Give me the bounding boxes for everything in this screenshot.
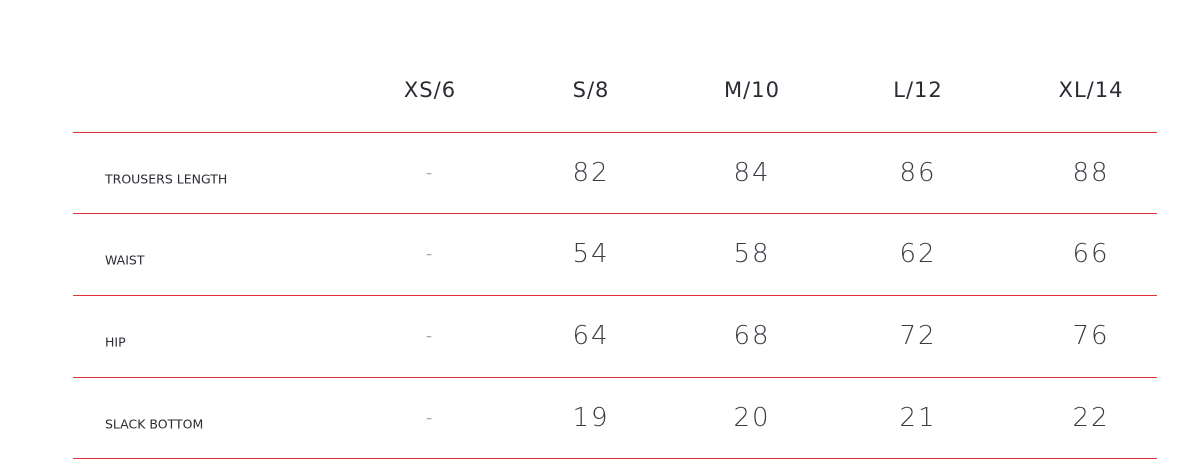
measurement-cell: 22 <box>1072 402 1110 433</box>
row-label: HIP <box>105 334 126 350</box>
measurement-cell: 84 <box>733 157 771 188</box>
measurement-cell: 62 <box>899 239 937 269</box>
column-header: XL/14 <box>1058 78 1124 102</box>
row-divider <box>73 132 1157 133</box>
measurement-cell: 58 <box>733 239 771 269</box>
measurement-cell: 54 <box>572 239 610 269</box>
measurement-cell: 64 <box>572 321 610 351</box>
row-divider <box>73 458 1157 459</box>
measurement-cell: 72 <box>899 321 937 351</box>
column-header: XS/6 <box>403 78 457 102</box>
measurement-cell: 86 <box>899 157 937 188</box>
row-label: SLACK BOTTOM <box>105 416 204 431</box>
measurement-cell: - <box>425 243 435 265</box>
measurement-cell: 66 <box>1072 239 1110 269</box>
row-divider <box>73 213 1157 214</box>
row-label: WAIST <box>105 252 145 268</box>
measurement-cell: 82 <box>572 157 610 188</box>
row-label: TROUSERS LENGTH <box>105 171 228 186</box>
measurement-cell: 76 <box>1072 321 1110 351</box>
measurement-cell: 19 <box>572 402 610 433</box>
column-header: M/10 <box>724 78 780 102</box>
measurement-cell: 21 <box>899 402 937 433</box>
measurement-cell: 20 <box>733 402 771 433</box>
measurement-cell: 88 <box>1072 157 1110 188</box>
row-divider <box>73 377 1157 378</box>
measurement-cell: - <box>425 325 435 347</box>
measurement-cell: 68 <box>733 321 771 351</box>
column-header: L/12 <box>893 78 943 102</box>
measurement-cell: - <box>425 162 435 183</box>
measurement-cell: - <box>425 407 435 428</box>
row-divider <box>73 295 1157 296</box>
column-header: S/8 <box>572 78 610 102</box>
